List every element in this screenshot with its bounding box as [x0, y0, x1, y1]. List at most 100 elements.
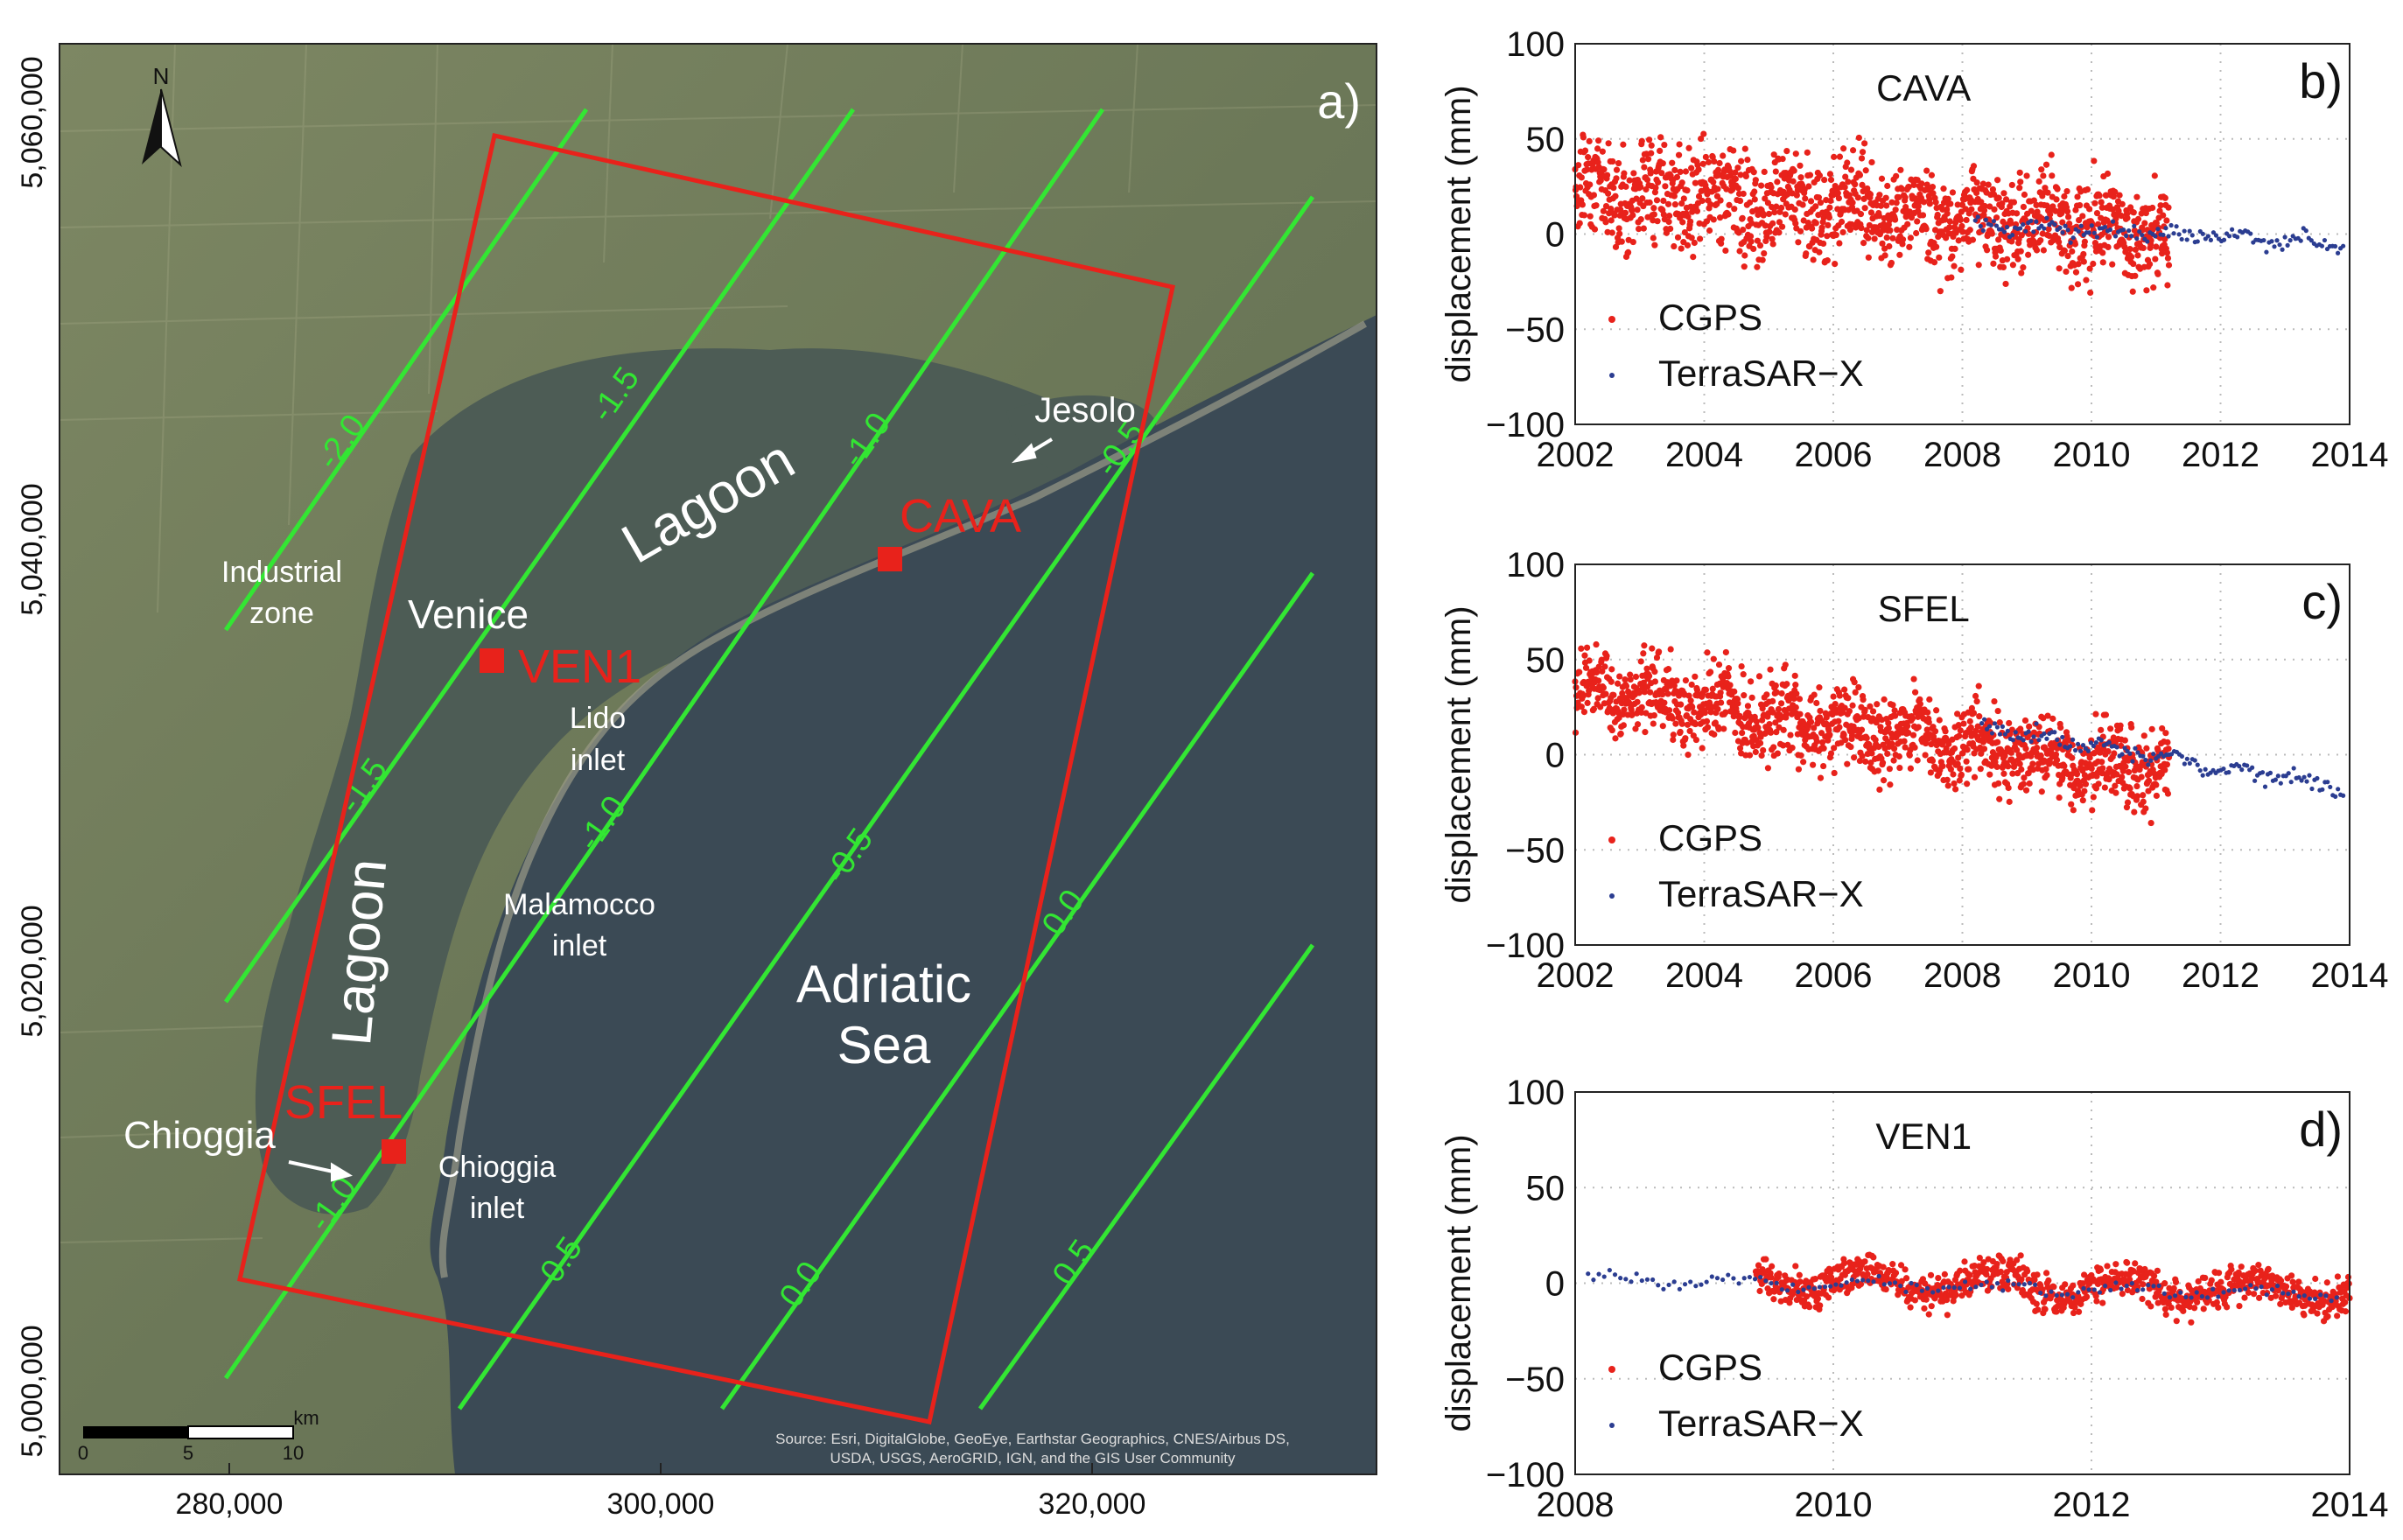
data-point: [2121, 227, 2126, 233]
data-point: [1810, 256, 1817, 263]
data-point: [2140, 798, 2147, 805]
data-point: [1710, 178, 1717, 186]
data-point: [1680, 195, 1687, 202]
data-point: [1586, 137, 1593, 145]
data-point: [2164, 282, 2171, 289]
data-point: [1995, 236, 2002, 243]
north-label: N: [153, 63, 170, 89]
data-point: [2022, 787, 2030, 794]
data-point: [2143, 745, 2150, 752]
data-point: [2184, 756, 2189, 761]
data-point: [1943, 234, 1950, 242]
x-tick-label: 2004: [1665, 956, 1743, 995]
data-point: [1661, 141, 1668, 149]
data-point: [1955, 237, 1962, 244]
adriatic-sea-label: Adriatic: [796, 955, 971, 1013]
data-point: [2040, 247, 2047, 254]
data-point: [1959, 228, 1966, 235]
data-point: [2171, 231, 2176, 236]
data-point: [1957, 1267, 1964, 1274]
data-point: [1847, 166, 1855, 173]
data-point: [2089, 807, 2096, 814]
data-point: [2235, 234, 2240, 240]
data-point: [1605, 140, 1612, 147]
series-terrasar-x: [1972, 214, 2346, 256]
data-point: [2014, 1256, 2021, 1264]
data-point: [1959, 750, 1966, 757]
data-point: [1867, 209, 1875, 216]
data-point: [2021, 717, 2029, 724]
data-point: [2202, 1274, 2209, 1282]
data-point: [1989, 186, 1997, 193]
data-point: [1802, 195, 1809, 202]
data-point: [2160, 212, 2167, 219]
data-point: [1861, 205, 1868, 212]
legend: CGPS TerraSAR−X: [1608, 1347, 1864, 1444]
data-point: [2184, 237, 2189, 242]
data-point: [1754, 263, 1761, 270]
data-point: [1984, 1265, 1991, 1273]
data-point: [1882, 1285, 1889, 1293]
data-point: [2197, 767, 2203, 774]
data-point: [1687, 218, 1694, 225]
data-point: [1841, 686, 1848, 693]
data-point: [1927, 769, 1934, 776]
data-point: [1879, 240, 1886, 247]
data-point: [1578, 704, 1585, 710]
data-point: [1765, 210, 1773, 218]
data-point: [1755, 1262, 1762, 1269]
data-point: [2153, 781, 2160, 788]
data-point: [1816, 248, 1823, 256]
data-point: [2122, 763, 2129, 770]
data-point: [1796, 1289, 1801, 1295]
data-point: [2143, 757, 2148, 763]
data-point: [1692, 720, 1699, 728]
data-point: [2124, 233, 2129, 239]
data-point: [2307, 1296, 2313, 1301]
data-point: [1616, 673, 1623, 680]
data-point: [1975, 262, 1982, 269]
data-point: [1595, 663, 1602, 670]
data-point: [1659, 160, 1666, 167]
data-point: [1638, 137, 1645, 144]
data-point: [1975, 682, 1982, 690]
data-point: [1820, 240, 1827, 248]
data-point: [1962, 206, 1969, 213]
data-point: [2210, 230, 2217, 235]
data-point: [2071, 241, 2079, 248]
data-point: [1792, 150, 1799, 158]
data-point: [2134, 215, 2142, 222]
data-point: [1617, 730, 1624, 738]
data-point: [2278, 780, 2283, 786]
data-point: [2080, 1271, 2088, 1278]
data-point: [2291, 1289, 2296, 1294]
data-point: [1741, 263, 1748, 270]
data-point: [1887, 1281, 1893, 1286]
data-point: [2275, 774, 2280, 779]
source-attribution: USDA, USGS, AeroGRID, IGN, and the GIS U…: [830, 1450, 1236, 1466]
data-point: [2075, 261, 2082, 268]
data-point: [1649, 645, 1656, 652]
data-point: [2006, 798, 2013, 805]
data-point: [2213, 233, 2219, 238]
data-point: [1997, 247, 2004, 255]
data-point: [2147, 1303, 2154, 1310]
data-point: [1593, 202, 1600, 209]
data-point: [1889, 234, 1896, 242]
data-point: [2074, 193, 2081, 200]
data-point: [1796, 1271, 1803, 1278]
data-point: [2167, 1295, 2173, 1300]
data-point: [1704, 1279, 1709, 1284]
data-point: [1823, 714, 1830, 721]
data-point: [1964, 186, 1971, 193]
data-point: [1669, 159, 1676, 166]
data-point: [1874, 701, 1881, 708]
data-point: [1797, 710, 1804, 718]
data-point: [1981, 717, 1987, 722]
y-tick-label: 50: [1526, 1169, 1566, 1208]
data-point: [1951, 1284, 1957, 1291]
data-point: [1907, 765, 1914, 772]
data-point: [1622, 209, 1629, 216]
data-point: [1970, 710, 1978, 717]
data-point: [1690, 253, 1697, 261]
